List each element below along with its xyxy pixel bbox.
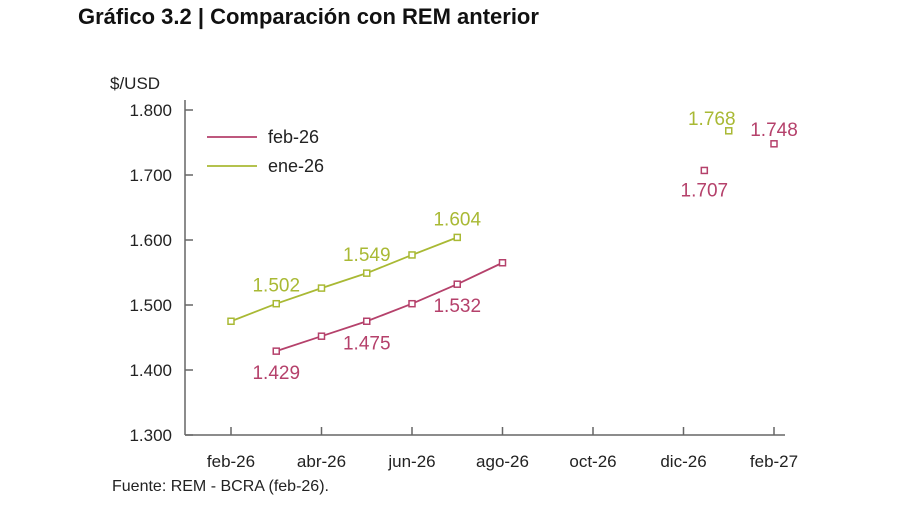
x-tick-label: jun-26 — [387, 452, 435, 471]
y-tick-label: 1.600 — [129, 231, 172, 250]
chart-source: Fuente: REM - BCRA (feb-26). — [112, 478, 329, 495]
data-point — [453, 280, 461, 288]
x-tick-label: dic-26 — [660, 452, 706, 471]
data-point — [272, 347, 280, 355]
series-line-ene-26 — [230, 236, 458, 323]
data-point — [453, 233, 461, 242]
data-label: 1.429 — [252, 363, 300, 384]
data-label: 1.549 — [343, 245, 391, 266]
data-label: 1.502 — [252, 276, 300, 297]
data-label: 1.532 — [433, 296, 481, 317]
y-tick-label: 1.700 — [129, 166, 172, 185]
y-axis-label: $/USD — [110, 74, 160, 93]
data-label: 1.475 — [343, 333, 391, 354]
data-point — [700, 166, 709, 175]
data-point — [317, 332, 326, 340]
legend-label: feb-26 — [268, 127, 319, 147]
y-tick-label: 1.800 — [129, 101, 172, 120]
data-label: 1.707 — [681, 180, 729, 201]
data-point — [770, 140, 778, 148]
y-tick-label: 1.300 — [129, 426, 172, 445]
data-point — [408, 251, 416, 259]
data-point — [317, 284, 326, 292]
data-point — [272, 299, 280, 308]
x-tick-label: feb-26 — [207, 452, 255, 471]
chart-title: Gráfico 3.2 | Comparación con REM anteri… — [78, 4, 539, 29]
data-label: 1.748 — [750, 120, 798, 141]
y-tick-label: 1.500 — [129, 296, 172, 315]
data-point — [363, 269, 371, 277]
data-point — [725, 127, 733, 135]
series-line-feb-26 — [275, 261, 503, 353]
y-tick-label: 1.400 — [129, 361, 172, 380]
legend-label: ene-26 — [268, 156, 324, 176]
data-label: 1.768 — [688, 109, 736, 130]
data-point — [408, 299, 416, 308]
x-tick-label: abr-26 — [297, 452, 346, 471]
data-point — [498, 259, 507, 267]
x-tick-label: ago-26 — [476, 452, 529, 471]
x-tick-label: feb-27 — [750, 452, 798, 471]
data-point — [227, 317, 235, 325]
data-label: 1.604 — [433, 209, 481, 230]
x-tick-label: oct-26 — [569, 452, 616, 471]
data-point — [363, 317, 371, 325]
